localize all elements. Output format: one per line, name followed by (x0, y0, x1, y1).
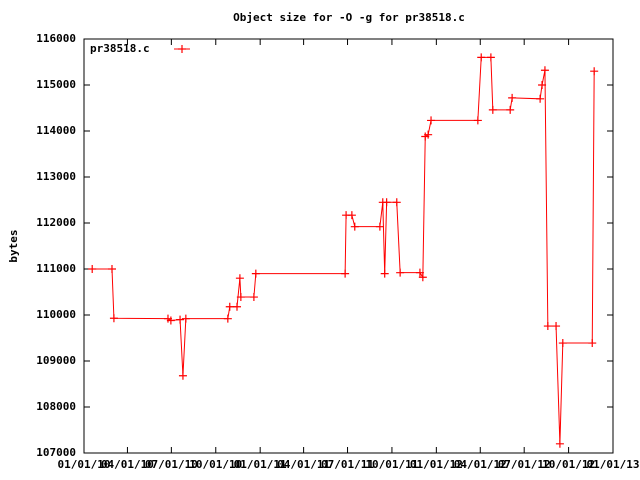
data-point (225, 302, 234, 311)
y-tick-label: 107000 (36, 446, 76, 459)
x-tick-label: 07/01/10 (145, 458, 198, 471)
y-tick-label: 112000 (36, 216, 76, 229)
data-point (540, 66, 549, 75)
data-point (418, 273, 427, 282)
x-tick-label: 01/01/10 (58, 458, 111, 471)
data-point (375, 222, 384, 231)
data-point (543, 322, 552, 331)
x-tick-label: 10/01/12 (542, 458, 595, 471)
data-point (424, 130, 433, 139)
data-point (473, 116, 482, 125)
data-point (552, 322, 561, 331)
data-point (590, 67, 599, 76)
x-tick-label: 10/01/10 (189, 458, 242, 471)
x-tick-label: 01/01/11 (234, 458, 287, 471)
data-point (415, 268, 424, 277)
data-point (427, 116, 436, 125)
data-point (235, 274, 244, 283)
data-point (588, 339, 597, 348)
data-point (392, 198, 401, 207)
x-tick-label: 04/01/11 (277, 458, 330, 471)
x-tick-label: 04/01/12 (454, 458, 507, 471)
y-tick-label: 114000 (36, 124, 76, 137)
data-point (555, 439, 564, 448)
data-point (380, 269, 389, 278)
x-tick-label: 01/01/13 (587, 458, 640, 471)
data-point (236, 293, 245, 302)
data-point (558, 339, 567, 348)
data-point (233, 302, 242, 311)
data-point (88, 265, 97, 273)
data-point (506, 105, 515, 114)
data-point (488, 105, 497, 114)
data-point (181, 314, 190, 323)
chart-title: Object size for -O -g for pr38518.c (233, 11, 465, 24)
data-point (251, 269, 260, 278)
data-point (109, 314, 118, 323)
y-tick-label: 109000 (36, 354, 76, 367)
y-tick-label: 116000 (36, 32, 76, 45)
data-point (536, 94, 545, 103)
data-point (382, 198, 391, 207)
data-point (350, 222, 359, 231)
x-tick-label: 10/01/11 (365, 458, 418, 471)
x-tick-label: 01/01/12 (410, 458, 463, 471)
y-axis-label: bytes (7, 229, 20, 262)
series-line (92, 56, 595, 444)
data-point (178, 371, 187, 380)
data-point (538, 81, 547, 89)
x-tick-label: 07/01/12 (498, 458, 551, 471)
data-point (166, 316, 175, 325)
y-tick-label: 115000 (36, 78, 76, 91)
legend-label: pr38518.c (90, 42, 150, 55)
legend-symbol (178, 45, 186, 53)
data-point (396, 268, 405, 277)
data-point (347, 211, 356, 220)
x-tick-label: 04/01/10 (101, 458, 154, 471)
data-point (477, 53, 486, 62)
data-point (176, 315, 185, 324)
y-tick-label: 113000 (36, 170, 76, 183)
y-tick-label: 108000 (36, 400, 76, 413)
data-point (107, 265, 116, 273)
data-point (508, 93, 517, 102)
x-tick-label: 07/01/11 (321, 458, 374, 471)
y-tick-label: 111000 (36, 262, 76, 275)
y-tick-label: 110000 (36, 308, 76, 321)
plot-frame (83, 38, 614, 454)
data-point (341, 269, 350, 278)
data-point (486, 53, 495, 62)
data-point (223, 314, 232, 323)
data-point (249, 293, 258, 302)
